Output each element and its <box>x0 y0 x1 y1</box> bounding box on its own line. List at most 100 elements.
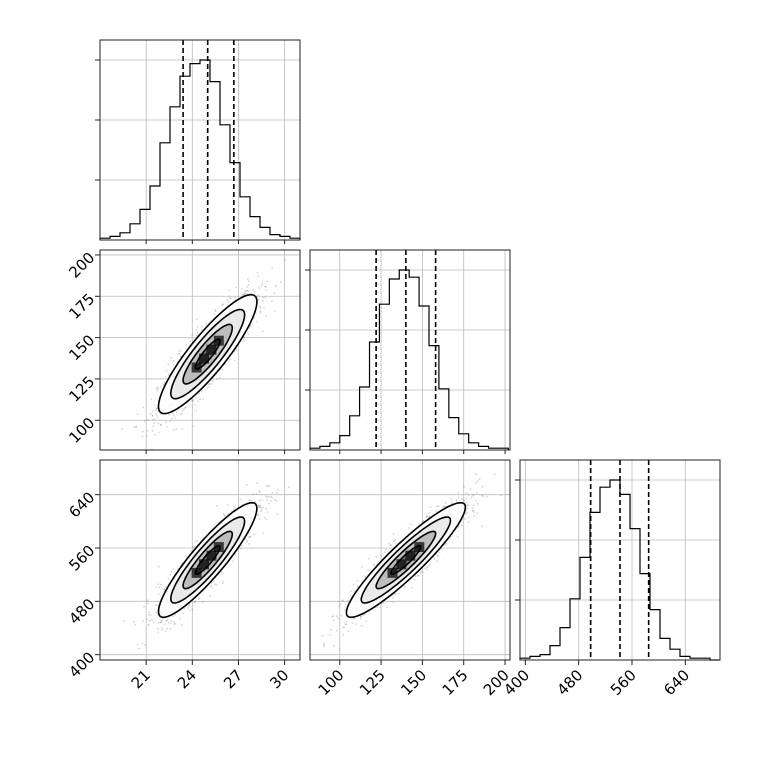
scatter-point <box>194 541 197 543</box>
scatter-point <box>222 580 225 583</box>
scatter-point <box>264 495 267 498</box>
scatter-point <box>428 515 431 518</box>
scatter-point <box>464 512 467 515</box>
scatter-point <box>175 411 178 413</box>
scatter-point <box>258 287 260 289</box>
scatter-point <box>328 634 331 636</box>
scatter-point <box>160 424 162 426</box>
scatter-point <box>207 383 210 386</box>
scatter-point <box>257 275 259 277</box>
scatter-point <box>337 617 340 620</box>
scatter-point <box>472 494 475 497</box>
scatter-point <box>180 623 183 626</box>
scatter-point <box>235 349 238 352</box>
scatter-point <box>373 563 376 565</box>
scatter-point <box>262 296 265 299</box>
scatter-point <box>356 579 359 582</box>
scatter-point <box>123 620 126 622</box>
scatter-point <box>499 494 502 497</box>
scatter-point <box>267 496 270 498</box>
scatter-point <box>168 414 171 416</box>
scatter-point <box>214 310 217 313</box>
scatter-point <box>267 484 270 487</box>
scatter-point <box>148 611 151 614</box>
density-core <box>191 542 224 578</box>
scatter-point <box>221 304 224 306</box>
scatter-point <box>249 535 252 538</box>
contour-line <box>170 308 246 400</box>
scatter-point <box>149 619 151 622</box>
scatter-point <box>345 621 348 623</box>
y-tick-label: 175 <box>65 290 98 323</box>
scatter-point <box>476 512 478 514</box>
scatter-point <box>163 588 166 591</box>
scatter-point <box>169 573 172 576</box>
scatter-point <box>156 389 158 392</box>
plot-area <box>321 473 502 651</box>
scatter-point <box>473 514 475 517</box>
scatter-point <box>215 584 218 586</box>
scatter-point <box>234 553 237 556</box>
scatter-point <box>235 286 237 289</box>
scatter-point <box>386 606 388 608</box>
density-core <box>387 542 425 578</box>
scatter-point <box>227 301 230 303</box>
hist-panel-1 <box>305 249 511 451</box>
scatter-point <box>266 511 269 514</box>
scatter-point <box>162 383 165 386</box>
scatter-point <box>246 278 249 280</box>
scatter-point <box>261 499 264 501</box>
scatter-point <box>463 486 465 488</box>
scatter-point <box>164 586 167 588</box>
scatter-point <box>322 645 325 647</box>
scatter-point <box>135 425 138 428</box>
scatter-point <box>265 518 268 521</box>
scatter-point <box>246 540 249 543</box>
scatter-point <box>359 616 362 618</box>
scatter-point <box>440 548 443 551</box>
scatter-point <box>331 616 334 618</box>
scatter-point <box>271 496 274 499</box>
scatter-point <box>195 334 198 337</box>
x-tick-label: 24 <box>174 666 200 692</box>
scatter-point <box>160 620 163 623</box>
scatter-point <box>467 516 470 519</box>
scatter-point <box>177 567 179 570</box>
x-tick-label: 175 <box>439 666 472 699</box>
scatter-point <box>197 400 200 403</box>
scatter-point <box>157 583 160 586</box>
scatter-point <box>179 413 182 415</box>
scatter-point <box>473 511 476 514</box>
scatter-point <box>148 624 150 627</box>
scatter-point <box>244 292 246 295</box>
scatter-point <box>151 414 154 417</box>
scatter-point <box>228 289 230 292</box>
scatter-point <box>422 519 425 522</box>
scatter-point <box>385 548 388 551</box>
scatter-frame-0 <box>99 249 301 451</box>
scatter-point <box>275 499 278 502</box>
scatter-point <box>465 492 468 494</box>
scatter-point <box>265 507 268 510</box>
scatter-point <box>388 542 390 545</box>
y-tick-label: 400 <box>65 648 98 681</box>
scatter-point <box>460 498 463 500</box>
scatter-point <box>215 504 218 507</box>
scatter-panel-2 <box>309 459 511 661</box>
scatter-point <box>423 567 426 570</box>
scatter-point <box>270 495 272 498</box>
scatter-point <box>481 525 483 528</box>
y-tick-label: 640 <box>65 488 98 521</box>
scatter-point <box>249 535 251 538</box>
scatter-point <box>137 452 139 454</box>
scatter-point <box>350 590 352 592</box>
scatter-point <box>160 583 162 586</box>
scatter-point <box>364 575 367 578</box>
scatter-point <box>255 320 258 323</box>
scatter-point <box>202 536 205 539</box>
scatter-point <box>426 568 428 571</box>
x-tick-label: 27 <box>220 666 246 692</box>
scatter-panel-0 <box>99 249 301 454</box>
scatter-point <box>174 613 177 616</box>
